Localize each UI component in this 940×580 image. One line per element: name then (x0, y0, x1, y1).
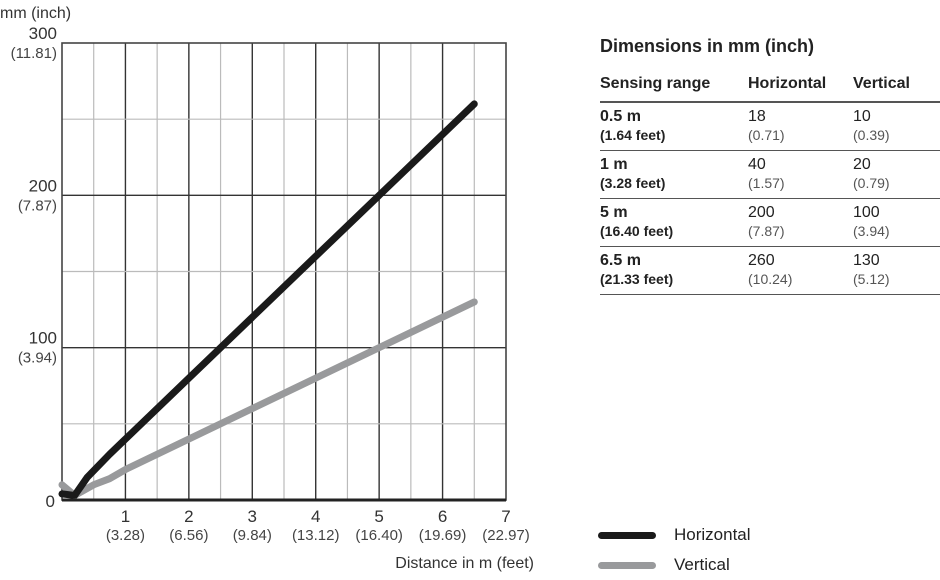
x-tick-label: 6 (438, 507, 447, 526)
x-tick-label: 2 (184, 507, 193, 526)
x-tick-sublabel: (16.40) (355, 527, 403, 544)
x-tick-sublabel: (13.12) (292, 527, 340, 544)
x-tick-sublabel: (3.28) (106, 527, 145, 544)
x-tick-sublabel: (19.69) (419, 527, 467, 544)
legend-item-horizontal: Horizontal (598, 520, 751, 550)
y-tick-label: 100 (29, 329, 57, 348)
y-tick-sublabel: (3.94) (18, 350, 57, 367)
dimensions-table: Sensing range Horizontal Vertical 0.5 m(… (600, 75, 940, 295)
cell-range: 5 m (16.40 feet) (600, 198, 748, 247)
x-tick-sublabel: (22.97) (482, 527, 530, 544)
cell-vertical: 10 (0.39) (853, 102, 940, 151)
cell-vertical: 130 (5.12) (853, 246, 940, 295)
table-row: 5 m (16.40 feet) 200 (7.87) 100 (3.94) (600, 198, 940, 247)
legend-label: Horizontal (674, 525, 751, 544)
x-tick-label: 1 (121, 507, 130, 526)
y-tick-label: 300 (29, 24, 57, 43)
cell-horizontal: 18 (0.71) (748, 102, 853, 151)
table-row: 1 m (3.28 feet) 40 (1.57) 20 (0.79) (600, 150, 940, 199)
dimensions-table-panel: Dimensions in mm (inch) Sensing range Ho… (600, 36, 940, 295)
cell-vertical: 20 (0.79) (853, 150, 940, 199)
y-tick-label: 0 (46, 492, 55, 511)
x-tick-sublabel: (9.84) (233, 527, 272, 544)
table-row: 6.5 m (21.33 feet) 260 (10.24) 130 (5.12) (600, 246, 940, 295)
x-tick-sublabel: (6.56) (169, 527, 208, 544)
cell-vertical: 100 (3.94) (853, 198, 940, 247)
table-title: Dimensions in mm (inch) (600, 36, 815, 56)
legend-swatch-vertical (598, 561, 656, 569)
series-line-horizontal (58, 100, 478, 499)
header-range: Sensing range (600, 75, 748, 103)
cell-horizontal: 260 (10.24) (748, 246, 853, 295)
legend-item-vertical: Vertical (598, 550, 751, 580)
x-tick-label: 7 (501, 507, 510, 526)
header-vertical: Vertical (853, 75, 940, 103)
chart: mm (inch) Distance in m (feet) 1(3.28) 2(6.… (0, 5, 534, 572)
cell-range: 1 m (3.28 feet) (600, 150, 748, 199)
table-row: 0.5 m (1.64 feet) 18 (0.71) 10 (0.39) (600, 102, 940, 151)
y-tick-sublabel: (7.87) (18, 197, 57, 214)
legend-label: Vertical (674, 555, 730, 574)
y-tick-label: 200 (29, 176, 57, 195)
header-horizontal: Horizontal (748, 75, 853, 103)
series-line-vertical (58, 298, 478, 499)
cell-range: 0.5 m (1.64 feet) (600, 102, 748, 151)
y-tick-sublabel: (11.81) (11, 45, 57, 62)
cell-horizontal: 200 (7.87) (748, 198, 853, 247)
legend-swatch-horizontal (598, 531, 656, 539)
x-tick-label: 5 (374, 507, 383, 526)
cell-horizontal: 40 (1.57) (748, 150, 853, 199)
x-tick-label: 3 (248, 507, 257, 526)
legend: Horizontal Vertical (598, 520, 751, 580)
x-tick-label: 4 (311, 507, 320, 526)
cell-range: 6.5 m (21.33 feet) (600, 246, 748, 295)
x-axis-label: Distance in m (feet) (395, 555, 534, 572)
y-axis-label: mm (inch) (0, 5, 71, 22)
